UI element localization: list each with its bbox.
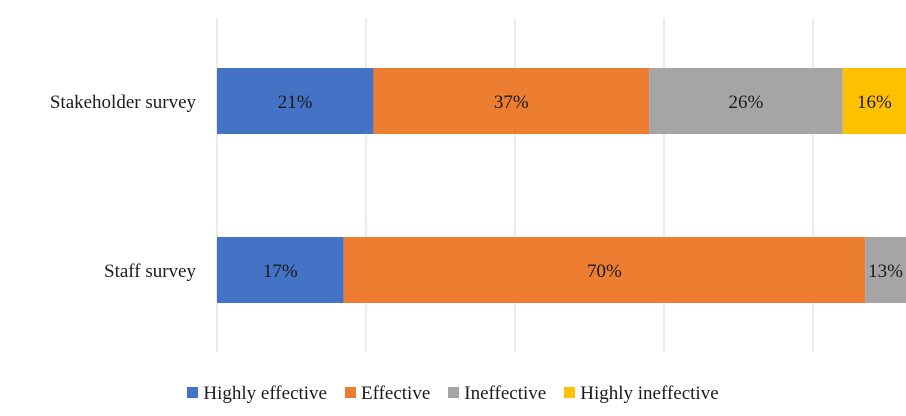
data-label: 21% [278, 92, 313, 113]
legend-swatch [187, 387, 199, 398]
data-label: 13% [868, 261, 903, 282]
legend-item: Highly ineffective [564, 383, 719, 405]
data-label: 37% [494, 92, 529, 113]
data-label: 70% [587, 261, 622, 282]
category-labels: Stakeholder survey Staff survey [50, 92, 197, 282]
legend-swatch [564, 387, 576, 398]
legend-swatch [345, 387, 356, 398]
legend-item: Ineffective [448, 383, 546, 405]
legend-item: Highly effective [187, 383, 327, 405]
legend-label: Effective [361, 383, 431, 404]
data-label: 26% [729, 92, 764, 113]
data-label: 16% [857, 92, 892, 113]
legend-label: Highly effective [203, 383, 327, 404]
bar-segment [343, 237, 866, 303]
legend: Highly effective Effective Ineffective High… [0, 383, 906, 405]
legend-item: Effective [345, 383, 430, 405]
bar-segment [217, 237, 344, 303]
bar-segment [649, 68, 843, 134]
bar-segment [842, 68, 906, 134]
category-label: Staff survey [104, 261, 196, 282]
bars: 21% 37% 26% 16% 17% 70% 13% [217, 68, 906, 303]
bar-segment [217, 68, 374, 134]
data-label: 17% [263, 261, 298, 282]
category-label: Stakeholder survey [50, 92, 197, 113]
bar-segment [373, 68, 650, 134]
legend-label: Ineffective [464, 383, 547, 404]
legend-swatch [448, 387, 460, 398]
bar-segment [865, 237, 906, 303]
legend-label: Highly ineffective [580, 383, 719, 404]
